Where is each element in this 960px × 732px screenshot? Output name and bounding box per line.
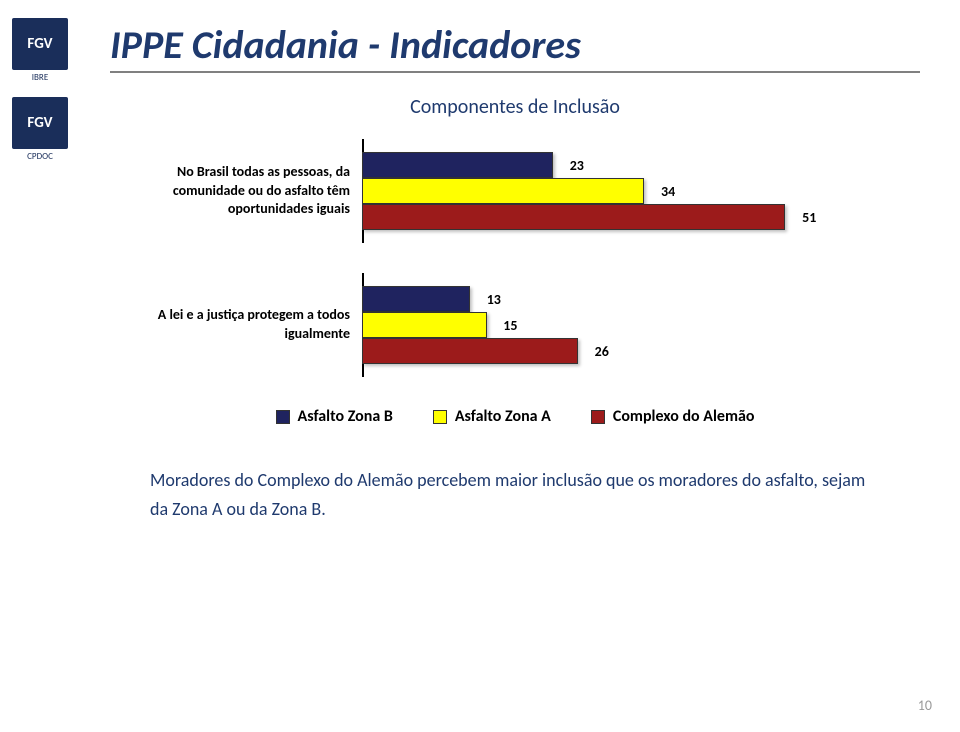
fgv-logo-icon: FGV [12, 97, 68, 149]
page-number: 10 [918, 697, 932, 714]
bar: 51 [362, 204, 785, 230]
legend-item: Asfalto Zona A [433, 407, 551, 426]
logo-fgv-ibre: FGV IBRE [12, 18, 68, 83]
page-title: IPPE Cidadania - Indicadores [110, 20, 920, 69]
ibre-label: IBRE [12, 72, 68, 83]
title-rule [110, 71, 920, 73]
fgv-logo-icon: FGV [12, 18, 68, 70]
bar-value: 15 [503, 317, 517, 334]
slide-content: IPPE Cidadania - Indicadores Componentes… [90, 0, 960, 732]
bar: 13 [362, 286, 470, 312]
legend-item: Complexo do Alemão [591, 407, 755, 426]
bar-value: 26 [595, 343, 609, 360]
legend-item: Asfalto Zona B [276, 407, 393, 426]
category-label: A lei e a justiça protegem a todos igual… [130, 306, 350, 344]
bars-wrap: 131526 [362, 283, 860, 367]
legend-label: Complexo do Alemão [613, 407, 755, 426]
bar-chart: No Brasil todas as pessoas, da comunidad… [130, 149, 860, 367]
legend-label: Asfalto Zona B [298, 407, 393, 426]
logo-fgv-cpdoc: FGV CPDOC [12, 97, 68, 162]
legend-label: Asfalto Zona A [455, 407, 551, 426]
bar-value: 34 [661, 183, 675, 200]
legend-swatch [433, 410, 447, 424]
chart-row: A lei e a justiça protegem a todos igual… [130, 283, 860, 367]
bar: 26 [362, 338, 578, 364]
category-label: No Brasil todas as pessoas, da comunidad… [130, 163, 350, 220]
subtitle: Componentes de Inclusão [110, 95, 920, 119]
legend-swatch [276, 410, 290, 424]
bar: 34 [362, 178, 644, 204]
sidebar-logos: FGV IBRE FGV CPDOC [0, 0, 80, 732]
chart-row: No Brasil todas as pessoas, da comunidad… [130, 149, 860, 233]
cpdoc-label: CPDOC [12, 151, 68, 162]
bar: 15 [362, 312, 487, 338]
bar-value: 51 [802, 209, 816, 226]
bars-wrap: 233451 [362, 149, 860, 233]
bar: 23 [362, 152, 553, 178]
legend-swatch [591, 410, 605, 424]
bar-group: 233451 [362, 149, 860, 233]
bar-group: 131526 [362, 283, 860, 367]
legend: Asfalto Zona B Asfalto Zona A Complexo do … [110, 407, 920, 426]
bar-value: 23 [570, 157, 584, 174]
conclusion-text: Moradores do Complexo do Alemão percebem… [150, 466, 880, 524]
bar-value: 13 [487, 291, 501, 308]
